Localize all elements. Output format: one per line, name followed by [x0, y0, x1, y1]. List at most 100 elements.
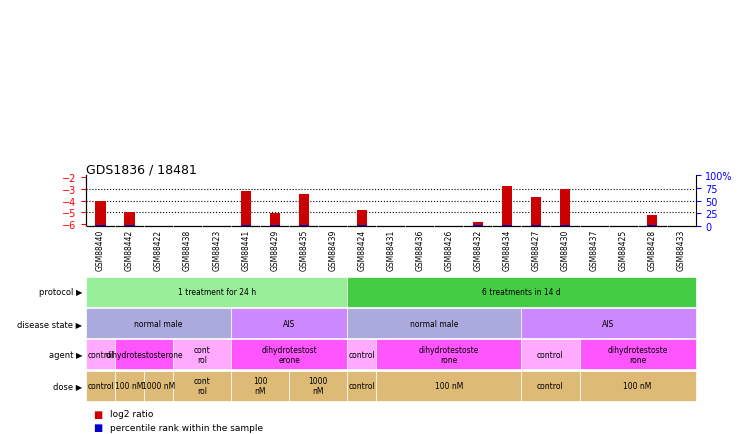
Bar — [173, 371, 231, 401]
Text: control: control — [537, 381, 564, 390]
Bar — [115, 339, 173, 370]
Bar — [231, 371, 289, 401]
Bar — [647, 225, 657, 227]
Text: normal male: normal male — [135, 319, 183, 328]
Bar — [531, 197, 541, 227]
Bar — [376, 371, 521, 401]
Text: protocol ▶: protocol ▶ — [39, 288, 82, 296]
Bar — [86, 308, 231, 339]
Bar — [347, 308, 521, 339]
Text: GSM88436: GSM88436 — [415, 229, 424, 270]
Text: 100 nM: 100 nM — [115, 381, 144, 390]
Text: GDS1836 / 18481: GDS1836 / 18481 — [86, 163, 197, 176]
Text: agent ▶: agent ▶ — [49, 350, 82, 359]
Bar — [647, 216, 657, 227]
Bar — [580, 371, 696, 401]
Text: GSM88437: GSM88437 — [589, 229, 598, 270]
Text: dose ▶: dose ▶ — [53, 381, 82, 390]
Text: GSM88442: GSM88442 — [125, 229, 134, 270]
Text: GSM88430: GSM88430 — [560, 229, 569, 270]
Bar — [347, 339, 376, 370]
Bar — [560, 190, 570, 227]
Text: 1 treatment for 24 h: 1 treatment for 24 h — [177, 288, 256, 296]
Text: 100 nM: 100 nM — [435, 381, 463, 390]
Text: dihydrotestost
erone: dihydrotestost erone — [261, 345, 317, 364]
Bar — [241, 192, 251, 227]
Bar — [86, 339, 115, 370]
Text: GSM88422: GSM88422 — [154, 229, 163, 270]
Text: GSM88424: GSM88424 — [358, 229, 367, 270]
Text: control: control — [349, 381, 375, 390]
Text: log2 ratio: log2 ratio — [110, 409, 153, 418]
Bar — [521, 308, 696, 339]
Text: GSM88426: GSM88426 — [444, 229, 453, 270]
Bar — [376, 339, 521, 370]
Text: GSM88441: GSM88441 — [241, 229, 250, 270]
Bar — [115, 371, 144, 401]
Bar — [347, 277, 696, 307]
Text: GSM88438: GSM88438 — [183, 229, 192, 270]
Text: control: control — [88, 381, 114, 390]
Text: percentile rank within the sample: percentile rank within the sample — [110, 423, 263, 432]
Bar — [473, 225, 483, 227]
Text: dihydrotestoste
rone: dihydrotestoste rone — [419, 345, 479, 364]
Bar — [580, 339, 696, 370]
Text: AIS: AIS — [283, 319, 295, 328]
Text: GSM88439: GSM88439 — [328, 229, 337, 270]
Text: GSM88440: GSM88440 — [96, 229, 105, 270]
Text: control: control — [537, 350, 564, 359]
Bar — [347, 371, 376, 401]
Text: AIS: AIS — [602, 319, 615, 328]
Bar — [502, 186, 512, 227]
Text: cont
rol: cont rol — [194, 345, 210, 364]
Bar — [298, 225, 309, 227]
Bar — [124, 225, 135, 227]
Bar — [231, 339, 347, 370]
Text: disease state ▶: disease state ▶ — [17, 319, 82, 328]
Bar — [298, 195, 309, 227]
Bar — [96, 225, 105, 227]
Bar — [86, 277, 347, 307]
Bar — [357, 225, 367, 227]
Text: dihydrotestosterone: dihydrotestosterone — [105, 350, 183, 359]
Bar — [124, 213, 135, 227]
Text: control: control — [349, 350, 375, 359]
Bar — [144, 371, 173, 401]
Bar — [357, 211, 367, 227]
Text: 1000
nM: 1000 nM — [309, 376, 328, 395]
Text: GSM88425: GSM88425 — [619, 229, 628, 270]
Bar — [173, 339, 231, 370]
Bar — [96, 202, 105, 227]
Bar — [241, 225, 251, 227]
Text: 100
nM: 100 nM — [253, 376, 268, 395]
Text: GSM88435: GSM88435 — [299, 229, 308, 270]
Bar — [289, 371, 347, 401]
Bar — [502, 225, 512, 227]
Text: normal male: normal male — [410, 319, 459, 328]
Text: 100 nM: 100 nM — [623, 381, 652, 390]
Text: GSM88433: GSM88433 — [677, 229, 686, 270]
Bar — [521, 371, 580, 401]
Text: cont
rol: cont rol — [194, 376, 210, 395]
Bar — [473, 223, 483, 227]
Bar — [521, 339, 580, 370]
Text: control: control — [88, 350, 114, 359]
Bar — [531, 225, 541, 227]
Bar — [560, 225, 570, 227]
Text: GSM88431: GSM88431 — [386, 229, 396, 270]
Bar — [86, 371, 115, 401]
Text: GSM88428: GSM88428 — [648, 229, 657, 270]
Bar — [231, 308, 347, 339]
Text: ■: ■ — [94, 423, 102, 432]
Text: 6 treatments in 14 d: 6 treatments in 14 d — [482, 288, 561, 296]
Text: GSM88429: GSM88429 — [270, 229, 279, 270]
Text: dihydrotestoste
rone: dihydrotestoste rone — [607, 345, 668, 364]
Text: GSM88432: GSM88432 — [473, 229, 482, 270]
Text: ■: ■ — [94, 409, 102, 418]
Text: GSM88427: GSM88427 — [532, 229, 541, 270]
Text: 1000 nM: 1000 nM — [142, 381, 175, 390]
Text: GSM88423: GSM88423 — [212, 229, 221, 270]
Text: GSM88434: GSM88434 — [503, 229, 512, 270]
Bar — [269, 213, 280, 227]
Bar — [269, 225, 280, 227]
